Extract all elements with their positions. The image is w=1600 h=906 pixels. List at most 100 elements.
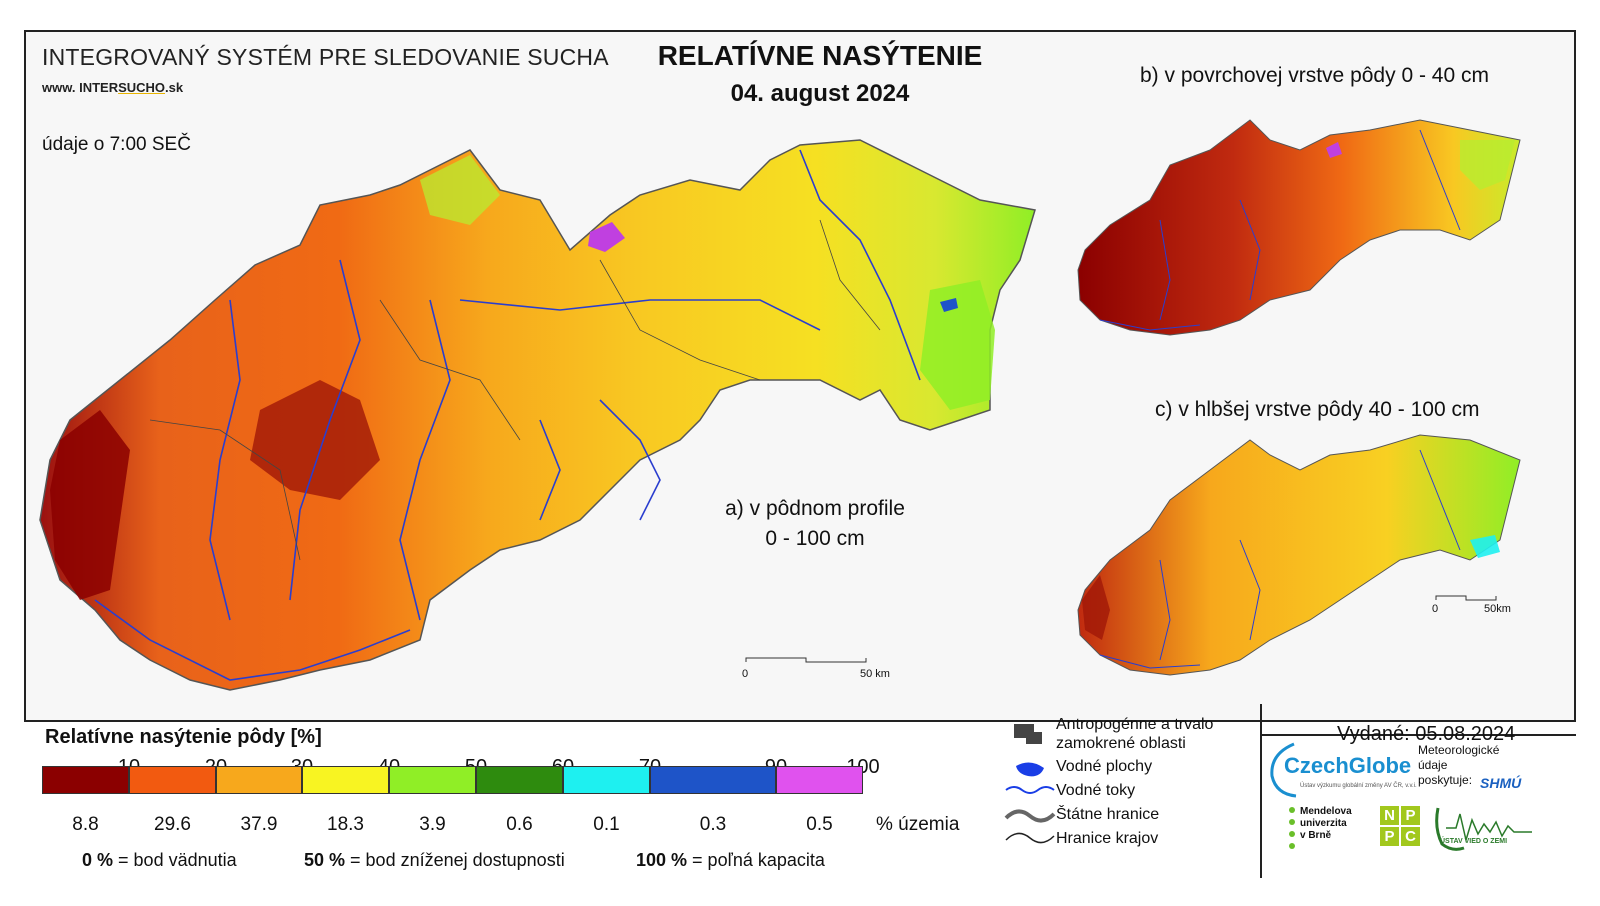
rivers-main — [94, 149, 921, 681]
cyan-zone-c — [1470, 535, 1500, 558]
green-zone-east — [920, 280, 995, 410]
legend-color-swatch — [389, 766, 476, 794]
dark-red-zone-west — [50, 410, 130, 600]
def-wilting: 0 % = bod vädnutia — [82, 850, 237, 871]
def-wilting-text: = bod vädnutia — [113, 850, 237, 870]
symbol-water-bodies: Vodné plochy — [1056, 758, 1153, 775]
footer-divider — [1260, 704, 1262, 878]
page-title: RELATÍVNE NASÝTENIE — [657, 40, 983, 71]
legend-color-swatch — [42, 766, 129, 794]
map-a-label-line1: a) v pôdnom profile — [725, 497, 905, 520]
legend-area-percent: 0.6 — [506, 814, 533, 835]
region-border-icon — [1005, 832, 1055, 844]
scale-bar-main — [745, 657, 867, 663]
czechglobe-logo: CzechGlobe — [1284, 753, 1412, 778]
def-capacity: 100 % = poľná kapacita — [636, 850, 825, 871]
mendel-line2: univerzita — [1300, 818, 1347, 829]
legend-color-swatch — [650, 766, 776, 794]
green-zone-b — [1460, 140, 1515, 190]
legend-color-swatch — [129, 766, 216, 794]
npc-letter-p1: P — [1401, 806, 1420, 825]
symbol-anthropogenic: Antropogénne a trvalo zamokrené oblasti — [1056, 715, 1213, 753]
czechglobe-subtitle: Ústav výzkumu globální změny AV ČR, v.v.… — [1300, 783, 1417, 789]
footer-divider-h — [1260, 734, 1576, 736]
def-capacity-text: = poľná kapacita — [687, 850, 825, 870]
def-reduced: 50 % = bod zníženej dostupnosti — [304, 850, 565, 871]
legend-area-percent: 0.5 — [806, 814, 833, 835]
npc-letter-c: C — [1401, 827, 1420, 846]
mendel-dots-icon — [1289, 807, 1295, 849]
website-link[interactable]: www. INTERSUCHO.sk — [42, 80, 183, 95]
green-zone-north — [420, 155, 500, 225]
system-title: INTEGROVANÝ SYSTÉM PRE SLEDOVANIE SUCHA — [42, 44, 609, 70]
scale-main-end: 50 km — [860, 668, 890, 680]
state-border-icon — [1004, 809, 1056, 823]
met-line3: poskytuje: — [1418, 773, 1473, 787]
legend-area-percent: 8.8 — [72, 814, 99, 835]
red-zone-c — [1082, 575, 1110, 640]
dark-red-zone-center — [250, 380, 380, 500]
legend-area-percent: 29.6 — [154, 814, 191, 835]
met-line1: Meteorologické — [1418, 743, 1500, 757]
legend-color-swatch — [216, 766, 302, 794]
map-a-label: a) v pôdnom profile 0 - 100 cm — [700, 494, 930, 554]
lake-east — [940, 298, 958, 312]
site-prefix: www. INTER — [42, 80, 119, 95]
map-b-label: b) v povrchovej vrstve pôdy 0 - 40 cm — [1140, 64, 1489, 87]
def-reduced-value: 50 % — [304, 850, 346, 870]
region-borders-main — [149, 219, 881, 561]
scale-main-start: 0 — [742, 668, 749, 680]
water-body-icon — [1016, 762, 1044, 777]
map-c — [1077, 434, 1521, 676]
legend-area-percent: 3.9 — [419, 814, 446, 835]
rivers-c — [1099, 449, 1461, 669]
uvz-logo-icon — [1435, 807, 1532, 851]
def-capacity-value: 100 % — [636, 850, 688, 870]
page-date: 04. august 2024 — [730, 80, 910, 107]
legend-area-unit: % územia — [876, 814, 960, 835]
czechglobe-arc-icon — [1270, 742, 1297, 798]
mendel-logo: Mendelova univerzita v Brně — [1300, 806, 1352, 842]
scale-bar-small — [1435, 595, 1497, 601]
legend-area-percent: 0.3 — [699, 814, 727, 835]
scale-small-end: 50km — [1484, 603, 1511, 615]
npc-letter-p2: P — [1380, 827, 1399, 846]
legend-title: Relatívne nasýtenie pôdy [%] — [45, 726, 322, 748]
mendel-line3: v Brně — [1300, 830, 1332, 841]
slovakia-outline-b — [1077, 119, 1521, 336]
legend-color-swatch — [476, 766, 563, 794]
npc-letter-n: N — [1380, 806, 1399, 825]
symbol-anthropogenic-line2: zamokrené oblasti — [1056, 735, 1186, 752]
legend-panel — [24, 720, 1576, 878]
shmu-logo: SHMÚ — [1480, 775, 1522, 791]
map-c-label: c) v hlbšej vrstve pôdy 40 - 100 cm — [1155, 398, 1480, 421]
legend-area-percent: 0.1 — [593, 814, 620, 835]
legend-color-swatch — [302, 766, 389, 794]
def-reduced-text: = bod zníženej dostupnosti — [345, 850, 565, 870]
slovakia-outline-c — [1077, 434, 1521, 676]
issued-date: Vydané: 05.08.2024 — [1337, 723, 1516, 745]
symbol-anthropogenic-line1: Antropogénne a trvalo — [1056, 716, 1214, 733]
legend-color-swatch — [776, 766, 863, 794]
map-a — [39, 139, 1036, 691]
purple-zone-tatra — [588, 222, 625, 252]
npc-logo: N P P C — [1380, 806, 1420, 846]
rivers-b — [1099, 129, 1461, 331]
anthropogenic-icon — [1014, 724, 1042, 744]
purple-zone-b — [1326, 142, 1342, 158]
site-mid: SUCHO — [118, 80, 166, 95]
met-provider: Meteorologické údaje poskytuje: — [1418, 743, 1499, 788]
site-suffix: .sk — [165, 80, 184, 95]
map-a-label-line2: 0 - 100 cm — [765, 527, 865, 550]
symbol-icons — [1004, 724, 1056, 844]
mendel-line1: Mendelova — [1300, 806, 1352, 817]
scale-small-start: 0 — [1432, 603, 1439, 615]
symbol-state-border: Štátne hranice — [1056, 806, 1160, 823]
legend-color-swatch — [563, 766, 650, 794]
symbol-region-border: Hranice krajov — [1056, 830, 1159, 847]
river-icon — [1005, 786, 1055, 794]
legend-area-percent: 37.9 — [240, 814, 278, 835]
data-time: údaje o 7:00 SEČ — [42, 134, 191, 155]
met-line2: údaje — [1418, 758, 1448, 772]
